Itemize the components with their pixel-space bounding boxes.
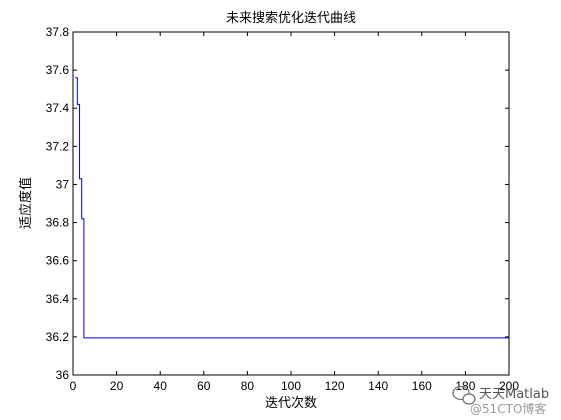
- x-tick-label: 180: [455, 379, 475, 393]
- x-tick-label: 20: [110, 379, 124, 393]
- x-tick-label: 120: [325, 379, 345, 393]
- y-tick-label: 37.4: [46, 101, 70, 115]
- series-line-0: [75, 77, 509, 339]
- x-tick-label: 160: [412, 379, 432, 393]
- x-tick-label: 100: [281, 379, 301, 393]
- plot-area: [72, 31, 510, 376]
- y-tick-label: 36.4: [46, 292, 70, 306]
- y-tick-label: 36.2: [46, 330, 70, 344]
- watermark-subtext: @51CTO博客: [470, 401, 546, 416]
- y-tick-label: 36: [56, 368, 70, 382]
- watermark-text: 天天Matlab: [479, 387, 549, 402]
- x-tick-label: 40: [154, 379, 168, 393]
- x-tick-label: 80: [241, 379, 255, 393]
- y-tick-label: 37: [56, 177, 70, 191]
- x-tick-label: 140: [368, 379, 388, 393]
- y-tick-label: 37.6: [46, 63, 70, 77]
- wechat-icon: [452, 385, 476, 405]
- y-tick-label: 37.8: [46, 25, 70, 39]
- y-tick-label: 37.2: [46, 139, 70, 153]
- y-axis-label: 适应度值: [18, 177, 34, 229]
- series-group: [75, 77, 509, 339]
- x-axis-label: 迭代次数: [265, 395, 317, 411]
- y-tick-label: 36.6: [46, 254, 70, 268]
- y-tick-label: 36.8: [46, 216, 70, 230]
- axis-ticks: 0 20 40 60 80 100 120 140 160 180 200 36 36.2 36.4 36.…: [46, 25, 520, 393]
- x-tick-label: 0: [70, 379, 77, 393]
- x-tick-label: 200: [499, 379, 519, 393]
- watermark: 天天Matlab @51CTO博客: [452, 385, 549, 416]
- x-tick-label: 60: [197, 379, 211, 393]
- chart-title: 未来搜索优化迭代曲线: [226, 11, 356, 26]
